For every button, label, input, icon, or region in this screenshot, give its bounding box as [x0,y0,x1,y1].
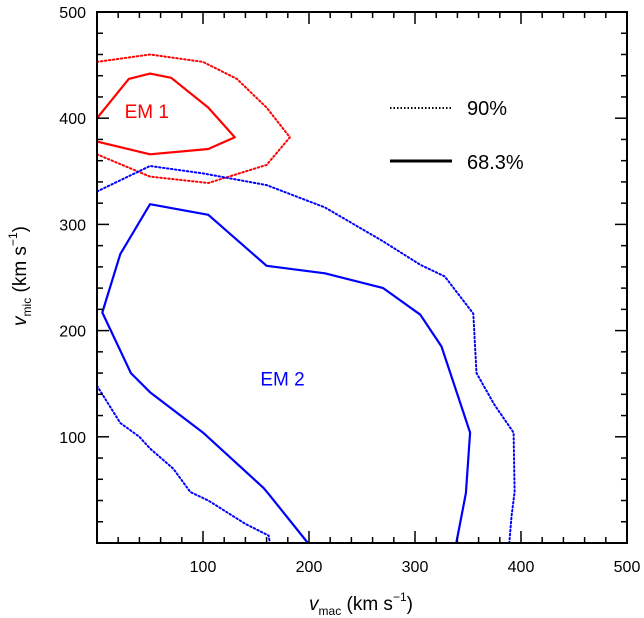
x-tick-label-500: 500 [614,559,641,576]
y-axis-unit: (km s [10,246,31,298]
y-axis-unit-close: ) [10,226,31,232]
x-tick-label-200: 200 [296,559,323,576]
y-tick-label-100: 100 [59,430,86,447]
x-axis-symbol: v [309,594,320,615]
y-axis-symbol: v [10,315,31,326]
plot-frame [96,11,628,544]
y-axis-title: vmic (km s−1) [6,226,34,326]
legend-label-90: 90% [467,98,507,120]
legend-label-68: 68.3% [467,152,524,174]
y-tick-label-300: 300 [59,217,86,234]
contour-em1-68-0 [95,72,236,156]
x-axis-unit: (km s [341,594,393,615]
contour-series-layer [95,53,516,545]
legend: 90% 68.3% [390,98,524,174]
y-axis-subscript: mic [20,298,34,317]
contour-em2-90-4 [96,384,271,544]
x-tick-label-300: 300 [402,559,429,576]
x-tick-label-100: 100 [190,559,217,576]
axes-layer: 100 200 300 400 500 100 200 300 400 500 [59,5,640,576]
contour-em1-90-1 [96,53,291,184]
contour-em2-90-3 [96,165,516,544]
x-axis-title: vmac (km s−1) [309,590,413,618]
y-tick-label-200: 200 [59,324,86,341]
y-axis-superscript: −1 [6,232,20,246]
labels-layer: EM 1 EM 2 [125,102,305,391]
y-tick-label-500: 500 [59,5,86,22]
region-label-em2: EM 2 [260,369,304,390]
y-tick-label-400: 400 [59,111,86,128]
contour-em2-68-2 [101,203,472,545]
region-label-em1: EM 1 [125,102,169,123]
x-axis-unit-close: ) [407,594,413,615]
x-axis-superscript: −1 [393,590,407,604]
x-tick-label-400: 400 [508,559,535,576]
x-axis-subscript: mac [319,604,342,618]
